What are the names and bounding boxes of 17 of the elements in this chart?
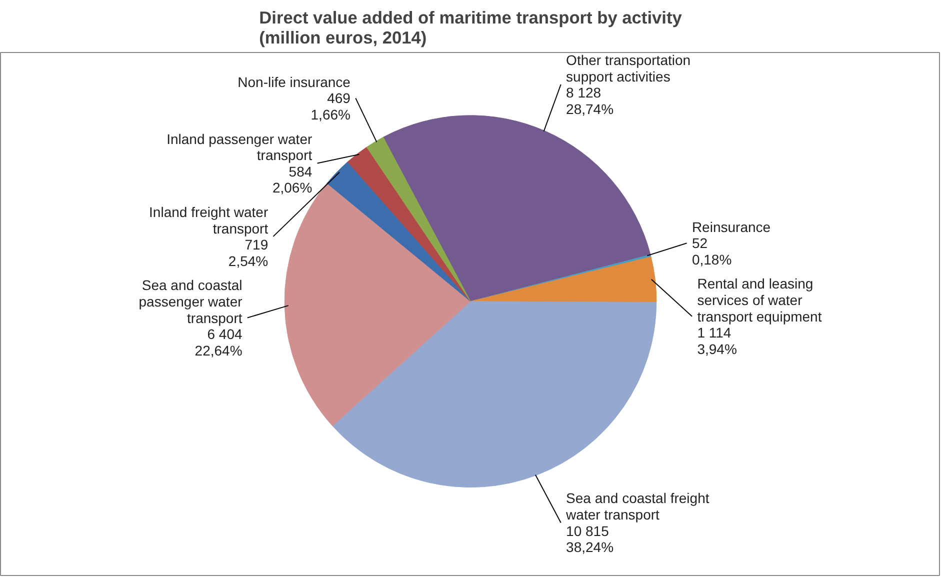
data-label: 6 404 22,64% (194, 326, 242, 358)
slice-label: Reinsurance (692, 218, 771, 235)
data-label: 469 1,66% (310, 90, 351, 123)
data-label: 52 0,18% (692, 235, 732, 268)
slice-label: Sea and coastal freight water transport (565, 490, 710, 523)
data-label: 1 114 3,94% (697, 324, 737, 357)
data-label: 8 128 28,74% (566, 84, 614, 117)
data-label: 719 2,54% (228, 236, 268, 269)
chart-title: Direct value added of maritime transport by activity (million euros, 2014) (259, 8, 682, 48)
slice-label: Inland passenger water transport (166, 130, 312, 164)
slice-label: Inland freight water transport (149, 204, 268, 236)
slice-label: Sea and coastal passenger water transport (138, 277, 243, 326)
slice-label: Other transportation support activities (566, 52, 691, 84)
data-label: 10 815 38,24% (566, 522, 614, 556)
slice-label: Rental and leasing services of water transport equipment (697, 276, 822, 324)
slice-label: Non-life insurance (238, 74, 351, 90)
data-label: 584 2,06% (272, 163, 312, 196)
